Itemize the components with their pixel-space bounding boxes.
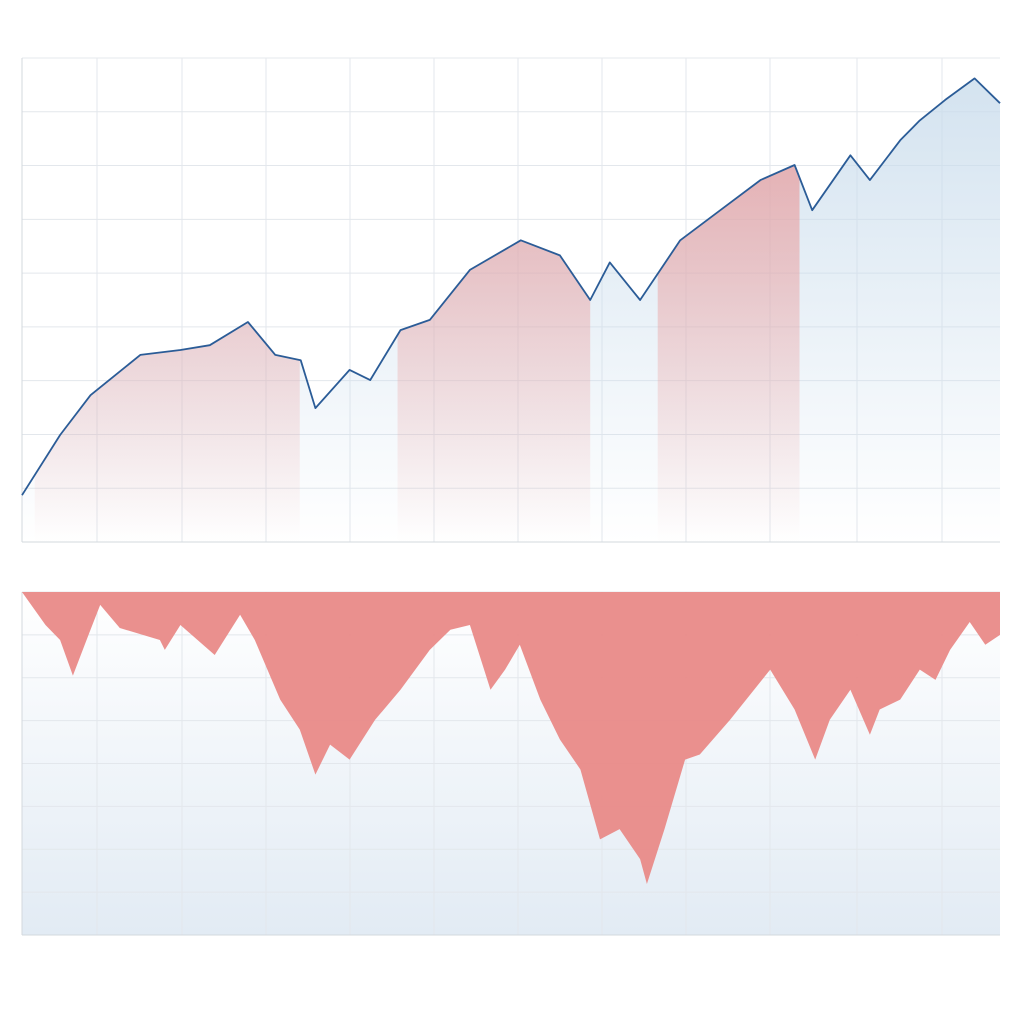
drawdown-area <box>22 592 1000 884</box>
price-line <box>21 77 1001 496</box>
highlight-region <box>657 165 800 542</box>
highlight-region <box>34 322 300 542</box>
fill-layer <box>22 78 1000 542</box>
highlight-region <box>397 240 591 542</box>
drawdown-chart <box>21 591 1001 936</box>
price-chart <box>21 57 1001 543</box>
fill-layer <box>22 592 1000 884</box>
